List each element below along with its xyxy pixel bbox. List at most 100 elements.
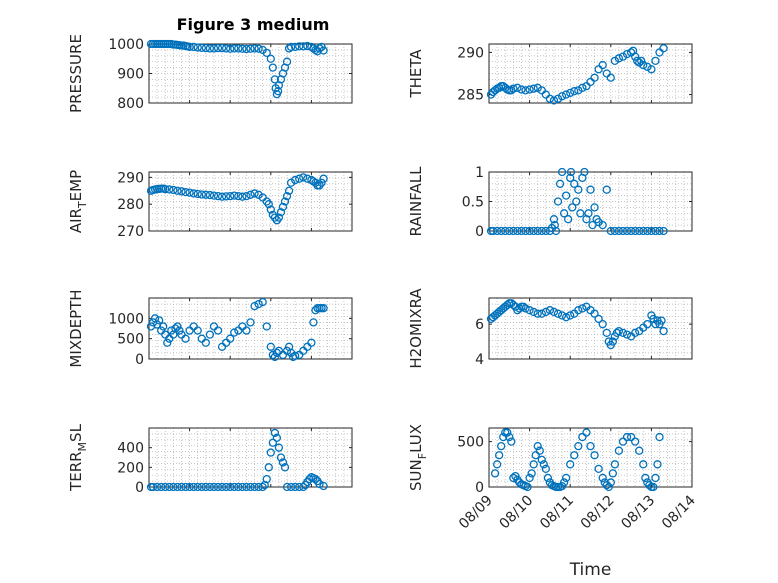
- data-point: [299, 173, 308, 182]
- data-point: [622, 49, 632, 59]
- data-point: [258, 297, 267, 307]
- data-point: [610, 56, 620, 66]
- data-point: [272, 433, 282, 442]
- data-point: [213, 326, 223, 335]
- data-point: [653, 460, 662, 469]
- data-point: [537, 226, 546, 236]
- data-point: [173, 322, 182, 331]
- y-tick-label: 0: [475, 224, 484, 240]
- data-point: [193, 189, 202, 199]
- data-point: [537, 455, 546, 464]
- data-point: [519, 302, 528, 311]
- data-point: [557, 167, 567, 177]
- data-point: [157, 482, 166, 492]
- data-point: [622, 226, 632, 236]
- subplot-1: 800 900 1000 PRESSURE: [67, 34, 353, 113]
- data-point: [531, 451, 540, 460]
- y-tick-label: 900: [117, 67, 144, 83]
- data-point: [614, 446, 624, 455]
- data-point: [177, 187, 186, 196]
- data-point: [278, 458, 288, 467]
- data-point: [270, 75, 280, 84]
- data-point: [564, 215, 573, 224]
- data-point: [568, 203, 577, 212]
- data-point: [291, 175, 300, 185]
- data-point: [280, 197, 290, 206]
- data-point: [559, 478, 569, 487]
- grid-4: [489, 172, 692, 231]
- data-point: [246, 318, 255, 327]
- data-point: [618, 328, 628, 338]
- data-point: [561, 191, 571, 200]
- data-point: [238, 192, 247, 201]
- data-point: [266, 342, 275, 351]
- data-point: [250, 301, 259, 311]
- data-point: [242, 326, 251, 335]
- data-point: [509, 300, 518, 310]
- data-point: [574, 442, 583, 451]
- y-tick-label: 500: [457, 435, 484, 451]
- data-point: [647, 65, 656, 74]
- data-point: [561, 313, 571, 322]
- data-point: [594, 464, 603, 473]
- data-point: [626, 226, 636, 236]
- y-tick-label: 1: [475, 165, 484, 181]
- data-point: [185, 188, 194, 197]
- data-point: [631, 52, 640, 61]
- data-point: [533, 309, 542, 318]
- data-point: [509, 84, 518, 93]
- data-point: [643, 319, 652, 329]
- data-point: [226, 334, 235, 343]
- data-point: [639, 60, 648, 70]
- data-point: [238, 44, 247, 53]
- data-point: [631, 437, 640, 446]
- data-point: [264, 200, 273, 209]
- data-point: [566, 311, 575, 320]
- data-point: [319, 481, 328, 491]
- data-point: [606, 73, 615, 82]
- data-point: [488, 226, 498, 236]
- data-point: [651, 56, 660, 66]
- data-point: [270, 352, 280, 362]
- y-tick-label: 0: [135, 352, 144, 368]
- data-point: [226, 482, 235, 492]
- data-point: [315, 479, 324, 489]
- data-point: [221, 192, 231, 201]
- data-point: [209, 191, 219, 200]
- subplot-5: 0 500 1000 MIXDEPTH: [67, 289, 353, 368]
- data-point: [169, 482, 178, 492]
- axes-box: [148, 171, 353, 232]
- data-point: [608, 337, 617, 346]
- data-point: [270, 428, 280, 438]
- data-point: [590, 451, 599, 460]
- data-point: [161, 482, 170, 492]
- data-point: [205, 482, 215, 492]
- data-point: [578, 83, 587, 92]
- y-axis-label-8: SUNFLUX: [407, 424, 429, 491]
- axes-box: [148, 297, 353, 360]
- data-point: [598, 473, 607, 483]
- data-point: [637, 56, 646, 66]
- data-point: [295, 174, 304, 183]
- data-point: [614, 326, 624, 336]
- data-point: [234, 482, 243, 492]
- y-tick-label: 0.5: [462, 195, 484, 211]
- axes-box: [488, 297, 693, 360]
- data-point: [197, 482, 206, 492]
- data-point: [553, 94, 563, 103]
- data-point: [566, 167, 576, 177]
- data-point: [274, 443, 284, 452]
- data-point: [181, 187, 190, 197]
- data-point: [635, 226, 644, 236]
- data-point: [659, 44, 668, 53]
- data-point: [541, 307, 550, 317]
- data-point: [505, 226, 514, 236]
- data-point: [533, 442, 542, 451]
- y-tick-label: 4: [475, 352, 484, 368]
- y-tick-label: 400: [117, 441, 144, 457]
- data-point: [494, 451, 504, 460]
- subplot-7: 0 200 400 TERRMSL: [67, 423, 353, 496]
- data-point: [574, 306, 583, 315]
- data-series-8: [490, 428, 664, 492]
